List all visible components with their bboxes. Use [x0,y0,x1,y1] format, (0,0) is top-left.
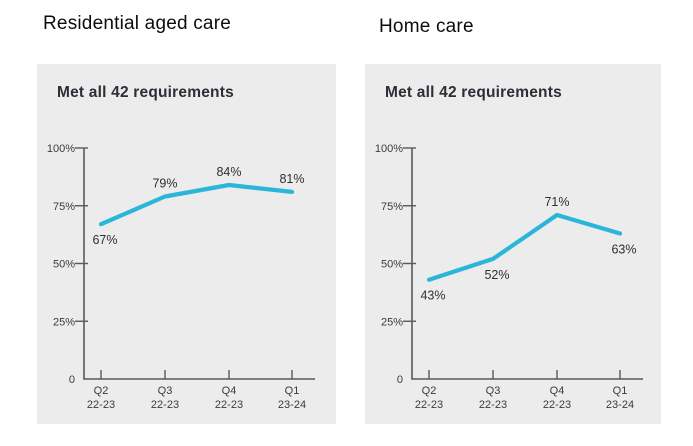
x-tick-label: 23-24 [278,399,306,411]
x-tick-label: Q3 [486,385,501,397]
x-tick-label: 22-23 [87,399,115,411]
y-tick-label: 0 [69,374,75,386]
y-tick-label: 50% [381,259,403,271]
x-tick-label: Q1 [613,385,628,397]
x-tick-label: 22-23 [543,399,571,411]
chart-panel-home-care: Met all 42 requirements 100% 75% 50% 25% 0 Q2… [365,64,661,424]
data-point-label: 52% [484,268,509,282]
panel-title-residential: Met all 42 requirements [57,84,234,101]
y-tick-label: 25% [381,316,403,328]
x-tick-label: Q3 [158,385,173,397]
trend-line [426,212,623,282]
x-tick-label: 22-23 [151,399,179,411]
x-tick-label: 22-23 [479,399,507,411]
panel-title-home-care: Met all 42 requirements [385,84,562,101]
y-tick-label: 100% [47,143,75,155]
axis-lines [83,148,315,380]
y-tick-label: 0 [397,374,403,386]
x-tick-label: Q4 [222,385,237,397]
line-chart-residential: 100% 75% 50% 25% 0 Q2 22-23 Q3 22-23 Q4 22-23 Q1 23-… [37,64,336,424]
data-point-label: 79% [152,177,177,191]
x-tick-label: Q2 [94,385,109,397]
x-tick-label: 22-23 [415,399,443,411]
x-tick-label: Q2 [422,385,437,397]
data-point-label: 67% [92,233,117,247]
data-point-label: 43% [420,289,445,303]
data-point-label: 63% [611,242,636,256]
axis-lines [411,148,643,380]
data-point-label: 84% [216,165,241,179]
y-tick-label: 25% [53,316,75,328]
chart-panel-residential: Met all 42 requirements 100% 75% 50% 25% 0 Q2… [37,64,336,424]
x-tick-label: 23-24 [606,399,634,411]
x-tick-label: 22-23 [215,399,243,411]
x-tick-label: Q4 [550,385,565,397]
x-tick-label: Q1 [285,385,300,397]
chart-svg: 100% 75% 50% 25% 0 Q2 22-23 Q3 22-23 Q4 22-23 Q1 23-… [375,143,643,411]
chart-svg: 100% 75% 50% 25% 0 Q2 22-23 Q3 22-23 Q4 22-23 Q1 23-… [47,143,315,411]
line-chart-home-care: 100% 75% 50% 25% 0 Q2 22-23 Q3 22-23 Q4 22-23 Q1 23-… [365,64,661,424]
data-point-label: 71% [544,195,569,209]
data-point-label: 81% [279,172,304,186]
y-tick-label: 100% [375,143,403,155]
y-tick-label: 75% [53,201,75,213]
trend-line [98,182,295,227]
chart-heading-home-care: Home care [379,16,474,37]
chart-heading-residential-aged-care: Residential aged care [43,13,231,34]
y-tick-label: 50% [53,259,75,271]
y-tick-label: 75% [381,201,403,213]
